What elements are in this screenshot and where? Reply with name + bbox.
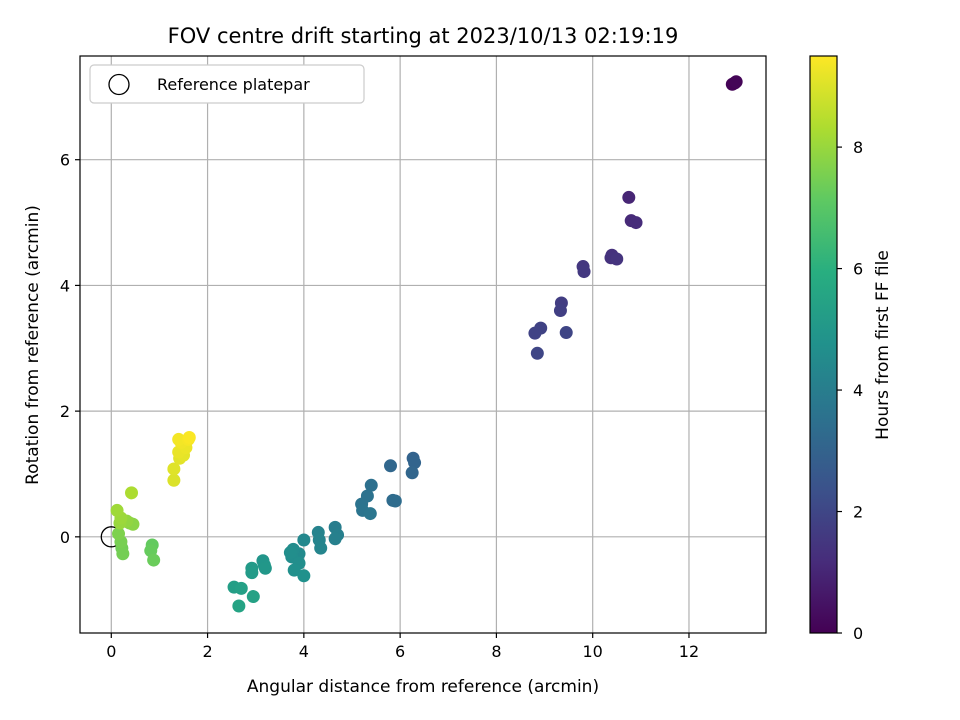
data-point	[234, 581, 248, 595]
data-point	[577, 265, 591, 279]
data-point	[287, 563, 301, 577]
y-axis-label: Rotation from reference (arcmin)	[23, 205, 43, 485]
data-point	[622, 190, 636, 204]
data-point	[297, 569, 311, 583]
colorbar: 0 2 4 6 8 Hours from first FF file	[809, 55, 893, 643]
data-point	[258, 561, 272, 575]
data-point	[610, 252, 624, 266]
x-tick-label: 6	[395, 642, 405, 661]
colorbar-gradient	[809, 55, 838, 634]
data-point	[528, 326, 542, 340]
data-point	[388, 494, 402, 508]
legend-reference-marker	[108, 73, 130, 96]
y-axis-ticks: 0 2 4 6	[60, 151, 80, 547]
colorbar-tick-label: 0	[853, 624, 863, 643]
legend: Reference platepar	[89, 64, 365, 104]
data-point	[167, 462, 181, 476]
data-point	[328, 532, 342, 546]
plot-frame	[79, 55, 767, 634]
data-point	[112, 527, 126, 541]
x-axis-ticks: 0 2 4 6 8 10 12	[106, 633, 699, 661]
x-tick-label: 10	[583, 642, 603, 661]
colorbar-tick-label: 6	[853, 260, 863, 279]
data-point	[125, 486, 139, 500]
data-point	[559, 326, 573, 340]
scatter-points	[110, 75, 743, 613]
data-point	[363, 507, 377, 521]
y-tick-label: 6	[60, 151, 70, 170]
data-point	[116, 547, 130, 561]
colorbar-tick-label: 4	[853, 381, 863, 400]
x-tick-label: 12	[679, 642, 699, 661]
x-tick-label: 4	[299, 642, 309, 661]
x-tick-label: 8	[491, 642, 501, 661]
data-point	[530, 346, 544, 360]
x-tick-label: 2	[202, 642, 212, 661]
legend-box	[89, 64, 365, 104]
grid-lines	[80, 56, 766, 633]
legend-entry-reference: Reference platepar	[157, 75, 310, 94]
data-point	[182, 431, 196, 445]
data-point	[283, 546, 297, 560]
data-point	[384, 459, 398, 473]
colorbar-label: Hours from first FF file	[873, 250, 893, 440]
data-point	[110, 503, 124, 517]
y-tick-label: 2	[60, 402, 70, 421]
x-axis-label: Angular distance from reference (arcmin)	[247, 677, 599, 697]
data-point	[245, 566, 259, 580]
data-point	[297, 533, 311, 547]
data-point	[167, 473, 181, 487]
chart-title: FOV centre drift starting at 2023/10/13 …	[168, 24, 679, 48]
data-point	[553, 304, 567, 318]
colorbar-tick-label: 8	[853, 138, 863, 157]
data-point	[405, 466, 419, 480]
data-point	[172, 432, 186, 446]
data-point	[408, 456, 422, 470]
data-point	[629, 216, 643, 230]
data-point	[246, 590, 260, 604]
y-tick-label: 0	[60, 528, 70, 547]
y-tick-label: 4	[60, 276, 70, 295]
x-tick-label: 0	[106, 642, 116, 661]
data-point	[729, 75, 743, 89]
data-point	[232, 599, 246, 613]
colorbar-tick-label: 2	[853, 503, 863, 522]
data-point	[314, 541, 328, 555]
data-point	[147, 553, 161, 567]
colorbar-ticks: 0 2 4 6 8	[837, 138, 863, 643]
data-point	[364, 478, 378, 492]
